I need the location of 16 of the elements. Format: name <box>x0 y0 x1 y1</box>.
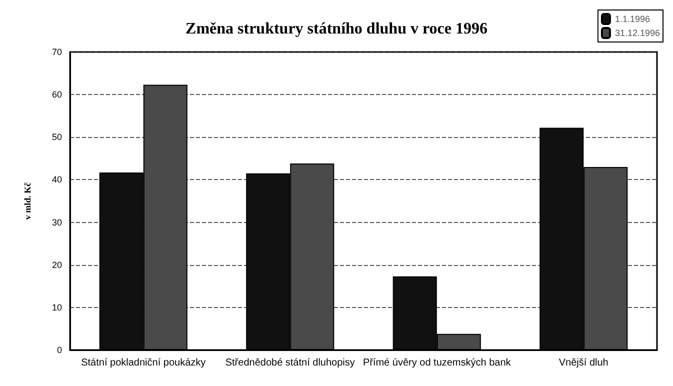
y-tick-label: 30 <box>52 217 62 228</box>
y-axis-title: v mld. Kč <box>22 182 32 220</box>
x-tick-label: Státní pokladniční poukázky <box>81 358 206 368</box>
y-tick-label: 50 <box>52 132 62 142</box>
x-tick-label: Přímé úvěry od tuzemských bank <box>362 358 512 368</box>
legend-label: 31.12.1996 <box>614 28 660 38</box>
y-tick-label: 70 <box>52 47 62 57</box>
x-tick-label: Vnější dluh <box>558 358 608 368</box>
y-tick-label: 20 <box>52 260 62 270</box>
x-tick-label: Střednědobé státní dluhopisy <box>225 358 355 368</box>
y-tick-label: 10 <box>52 302 62 312</box>
y-tick-label: 60 <box>52 90 62 100</box>
chart-title: Změna struktury státního dluhu v roce 1996 <box>186 20 488 38</box>
y-tick-label: 40 <box>52 174 62 185</box>
legend-label: 1.1.1996 <box>614 14 650 24</box>
y-tick-label: 0 <box>56 345 62 355</box>
